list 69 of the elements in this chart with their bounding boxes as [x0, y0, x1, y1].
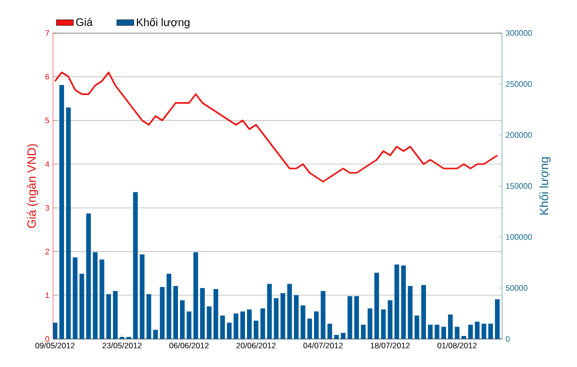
bar	[173, 286, 178, 339]
bar	[348, 296, 352, 339]
bar	[368, 308, 372, 339]
bar	[133, 192, 138, 339]
bar	[408, 286, 413, 339]
bar	[166, 274, 172, 339]
bar	[482, 324, 486, 339]
bar	[381, 309, 386, 339]
bar	[106, 294, 111, 339]
bar	[146, 294, 152, 339]
bar	[340, 332, 346, 339]
bar	[448, 314, 453, 339]
bar	[307, 318, 312, 339]
bar	[200, 288, 205, 339]
bar	[254, 320, 258, 339]
legend-label: Giá	[76, 18, 93, 26]
bar	[214, 289, 218, 339]
bar	[92, 252, 98, 339]
bar	[160, 286, 165, 339]
bar	[79, 274, 84, 339]
bar	[314, 311, 319, 339]
bar	[72, 257, 78, 339]
bar	[414, 316, 420, 339]
bar	[226, 322, 232, 339]
bar	[294, 295, 299, 339]
bar	[206, 306, 212, 339]
bar	[247, 309, 252, 339]
y2-axis-title: Khối lượng	[538, 157, 551, 215]
bar	[153, 330, 158, 339]
bar	[140, 254, 144, 339]
bar	[494, 299, 500, 339]
bar	[320, 291, 326, 339]
bar	[461, 336, 466, 339]
bar	[421, 284, 426, 339]
bar	[100, 259, 104, 339]
bar	[193, 252, 198, 339]
bar	[234, 314, 238, 339]
bar	[374, 272, 380, 339]
bar	[428, 324, 433, 339]
bar	[474, 322, 480, 339]
bar	[454, 326, 460, 339]
bar	[434, 324, 440, 339]
bar	[267, 284, 272, 339]
bar	[240, 311, 246, 339]
bar	[180, 300, 185, 339]
bar	[334, 334, 339, 339]
bar	[354, 296, 359, 339]
bar	[388, 300, 392, 339]
bar	[327, 324, 332, 339]
bar	[401, 266, 406, 339]
bar	[53, 322, 58, 339]
bar	[59, 85, 64, 339]
bar	[186, 311, 192, 339]
bar	[66, 107, 71, 339]
bar	[441, 326, 446, 339]
bar	[360, 324, 366, 339]
bar	[280, 293, 286, 339]
bar	[220, 316, 225, 339]
bar	[394, 264, 400, 339]
bar	[468, 324, 473, 339]
bar	[274, 298, 279, 339]
bar	[287, 284, 292, 339]
y-axis-title: Giá (ngàn VND)	[26, 144, 38, 228]
bar	[300, 305, 306, 339]
bar	[260, 308, 266, 339]
legend-label: Khối lượng	[136, 18, 190, 28]
bar	[112, 291, 118, 339]
bar	[86, 214, 91, 339]
bar	[488, 324, 493, 339]
